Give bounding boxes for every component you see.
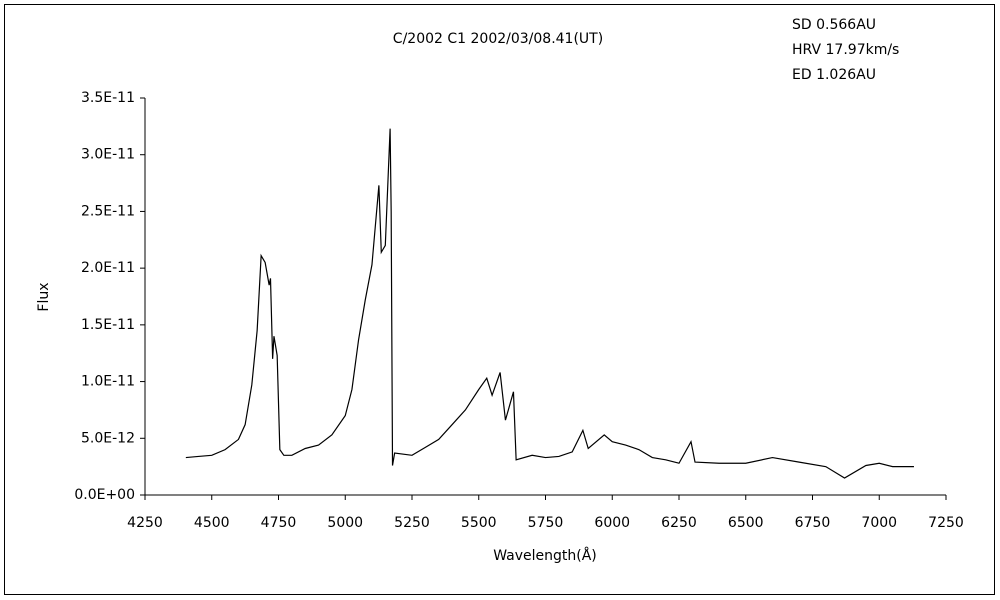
y-tick-label: 1.0E-11 [81,374,135,390]
y-tick-label: 5.0E-12 [81,430,135,446]
x-tick-label: 7000 [861,515,897,531]
y-axis-label: Flux [36,282,52,311]
x-tick-label: 6000 [594,515,630,531]
x-axis-label: Wavelength(Å) [493,547,597,564]
y-tick-label: 2.0E-11 [81,260,135,276]
y-tick-label: 1.5E-11 [81,317,135,333]
chart-frame [4,4,995,595]
x-tick-label: 5500 [461,515,497,531]
x-tick-label: 5000 [327,515,363,531]
y-tick-label: 3.5E-11 [81,90,135,106]
x-tick-label: 5250 [394,515,430,531]
x-tick-label: 4750 [261,515,297,531]
x-tick-label: 4250 [127,515,163,531]
spectrum-line [185,128,914,479]
y-tick-label: 0.0E+00 [74,487,135,503]
x-tick-label: 6500 [728,515,764,531]
x-tick-label: 4500 [194,515,230,531]
x-tick-label: 7250 [928,515,964,531]
y-tick-label: 2.5E-11 [81,203,135,219]
annotation: HRV 17.97km/s [792,42,899,58]
y-tick-label: 3.0E-11 [81,147,135,163]
x-tick-label: 6250 [661,515,697,531]
annotation: SD 0.566AU [792,17,876,33]
chart-title: C/2002 C1 2002/03/08.41(UT) [393,31,603,47]
x-tick-label: 5750 [528,515,564,531]
x-tick-label: 6750 [795,515,831,531]
annotation: ED 1.026AU [792,67,876,83]
